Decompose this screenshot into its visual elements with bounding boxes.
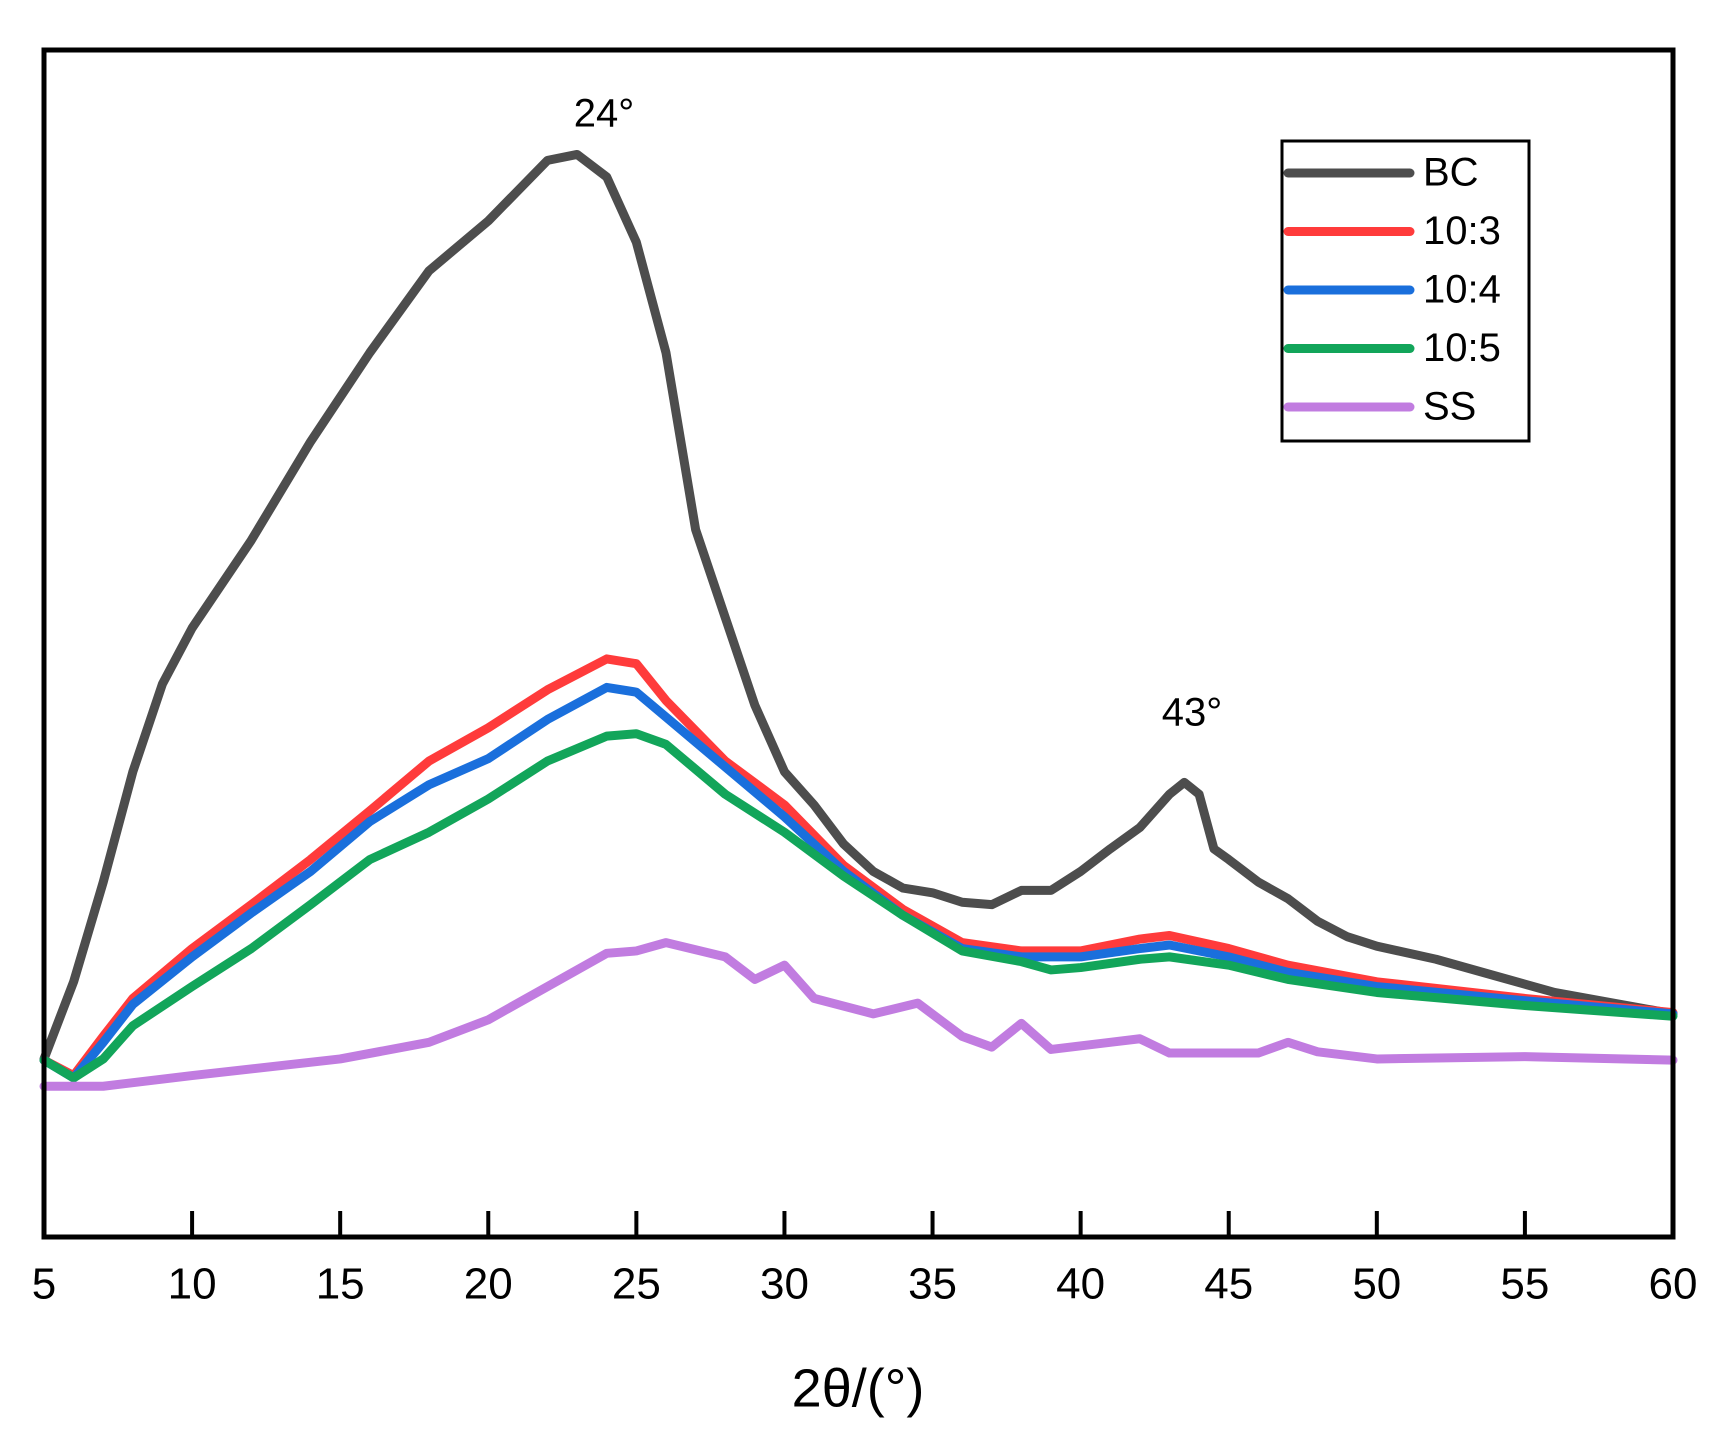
annotation: 24° xyxy=(574,92,635,136)
x-tick-label: 35 xyxy=(908,1260,957,1309)
x-tick-label: 25 xyxy=(612,1260,661,1309)
data-line xyxy=(39,682,1678,1083)
data-line xyxy=(39,729,1678,1083)
x-axis-title: 2θ/(°) xyxy=(792,1358,925,1418)
data-line xyxy=(39,654,1678,1081)
data-line xyxy=(39,938,1678,1091)
x-tick-label: 40 xyxy=(1056,1260,1105,1309)
x-tick-label: 30 xyxy=(760,1260,809,1309)
legend-label: BC xyxy=(1423,151,1479,195)
annotation: 43° xyxy=(1162,691,1223,735)
plot-frame xyxy=(41,47,1676,1240)
data-line xyxy=(39,149,1678,1064)
legend-label: 10:5 xyxy=(1423,326,1501,370)
legend-label: SS xyxy=(1423,385,1476,429)
x-tick-label: 45 xyxy=(1204,1260,1253,1309)
x-tick-label: 50 xyxy=(1352,1260,1401,1309)
x-tick-label: 60 xyxy=(1649,1260,1698,1309)
x-tick-label: 10 xyxy=(168,1260,217,1309)
x-tick-label: 5 xyxy=(32,1260,56,1309)
x-tick-label: 15 xyxy=(316,1260,365,1309)
x-tick-label: 20 xyxy=(464,1260,513,1309)
legend-label: 10:4 xyxy=(1423,268,1501,312)
legend-label: 10:3 xyxy=(1423,209,1501,253)
x-tick-label: 55 xyxy=(1500,1260,1549,1309)
